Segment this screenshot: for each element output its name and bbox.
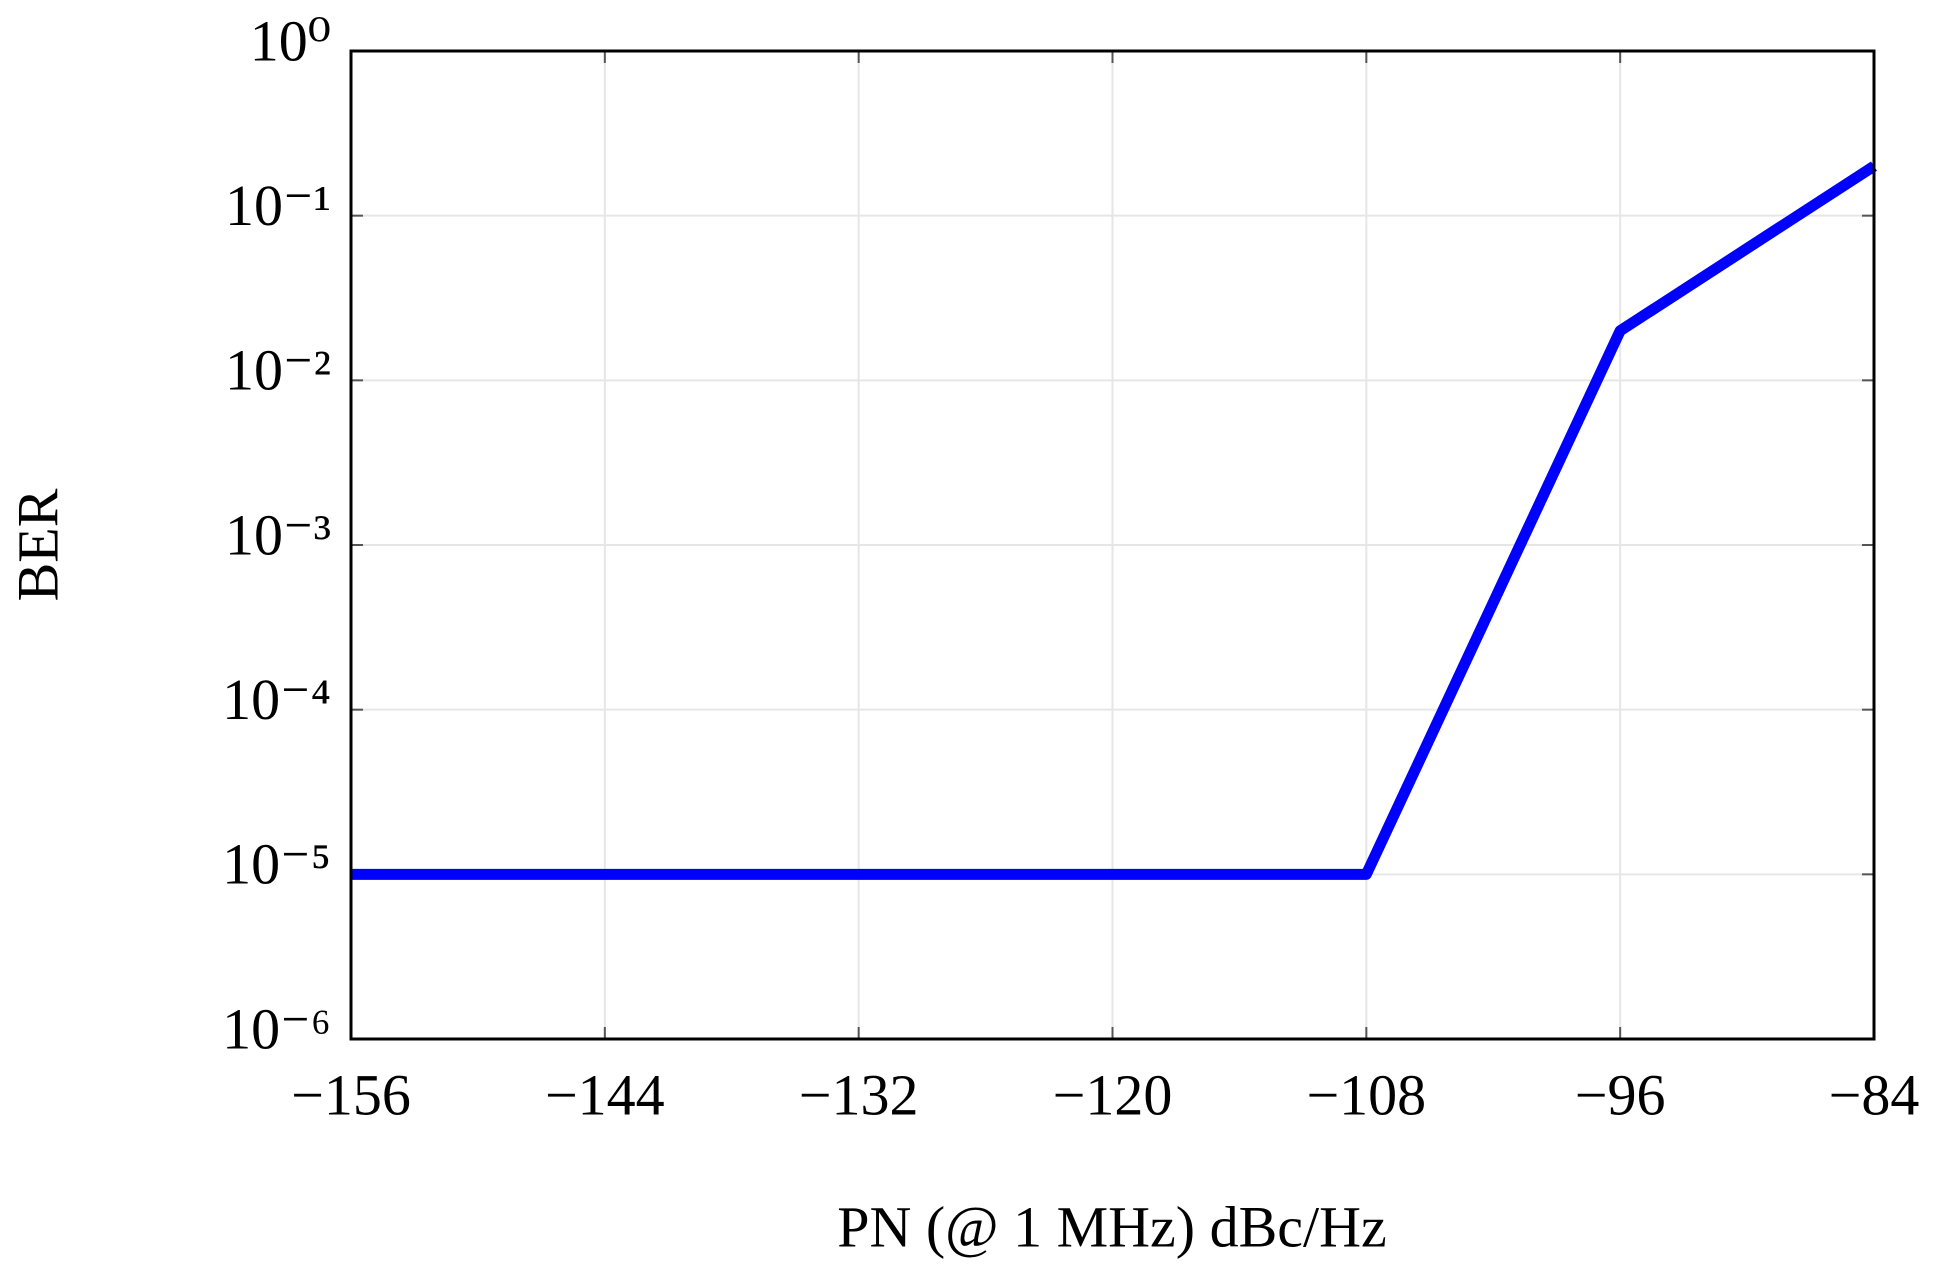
y-tick-label: 10⁻⁵ [222,832,331,897]
x-tick-label: −120 [1053,1062,1173,1127]
y-tick-label: 10⁰ [250,8,331,73]
x-tick-label: −132 [799,1062,919,1127]
y-tick-label: 10⁻³ [225,502,331,567]
x-axis-label: PN (@ 1 MHz) dBc/Hz [837,1194,1387,1259]
plot-frame [349,49,1876,1041]
x-tick-label: −84 [1829,1062,1920,1127]
x-tick-label: −156 [291,1062,411,1127]
y-tick-label: 10⁻⁶ [222,996,331,1061]
y-tick-label: 10⁻² [225,338,331,403]
line [351,161,1877,880]
y-tick-label: 10⁻⁴ [222,667,331,732]
y-axis-label: BER [5,488,70,601]
x-tick-label: −144 [545,1062,665,1127]
x-tick-label: −108 [1306,1062,1426,1127]
y-tick-label: 10⁻¹ [225,173,331,238]
x-tick-label: −96 [1575,1062,1666,1127]
